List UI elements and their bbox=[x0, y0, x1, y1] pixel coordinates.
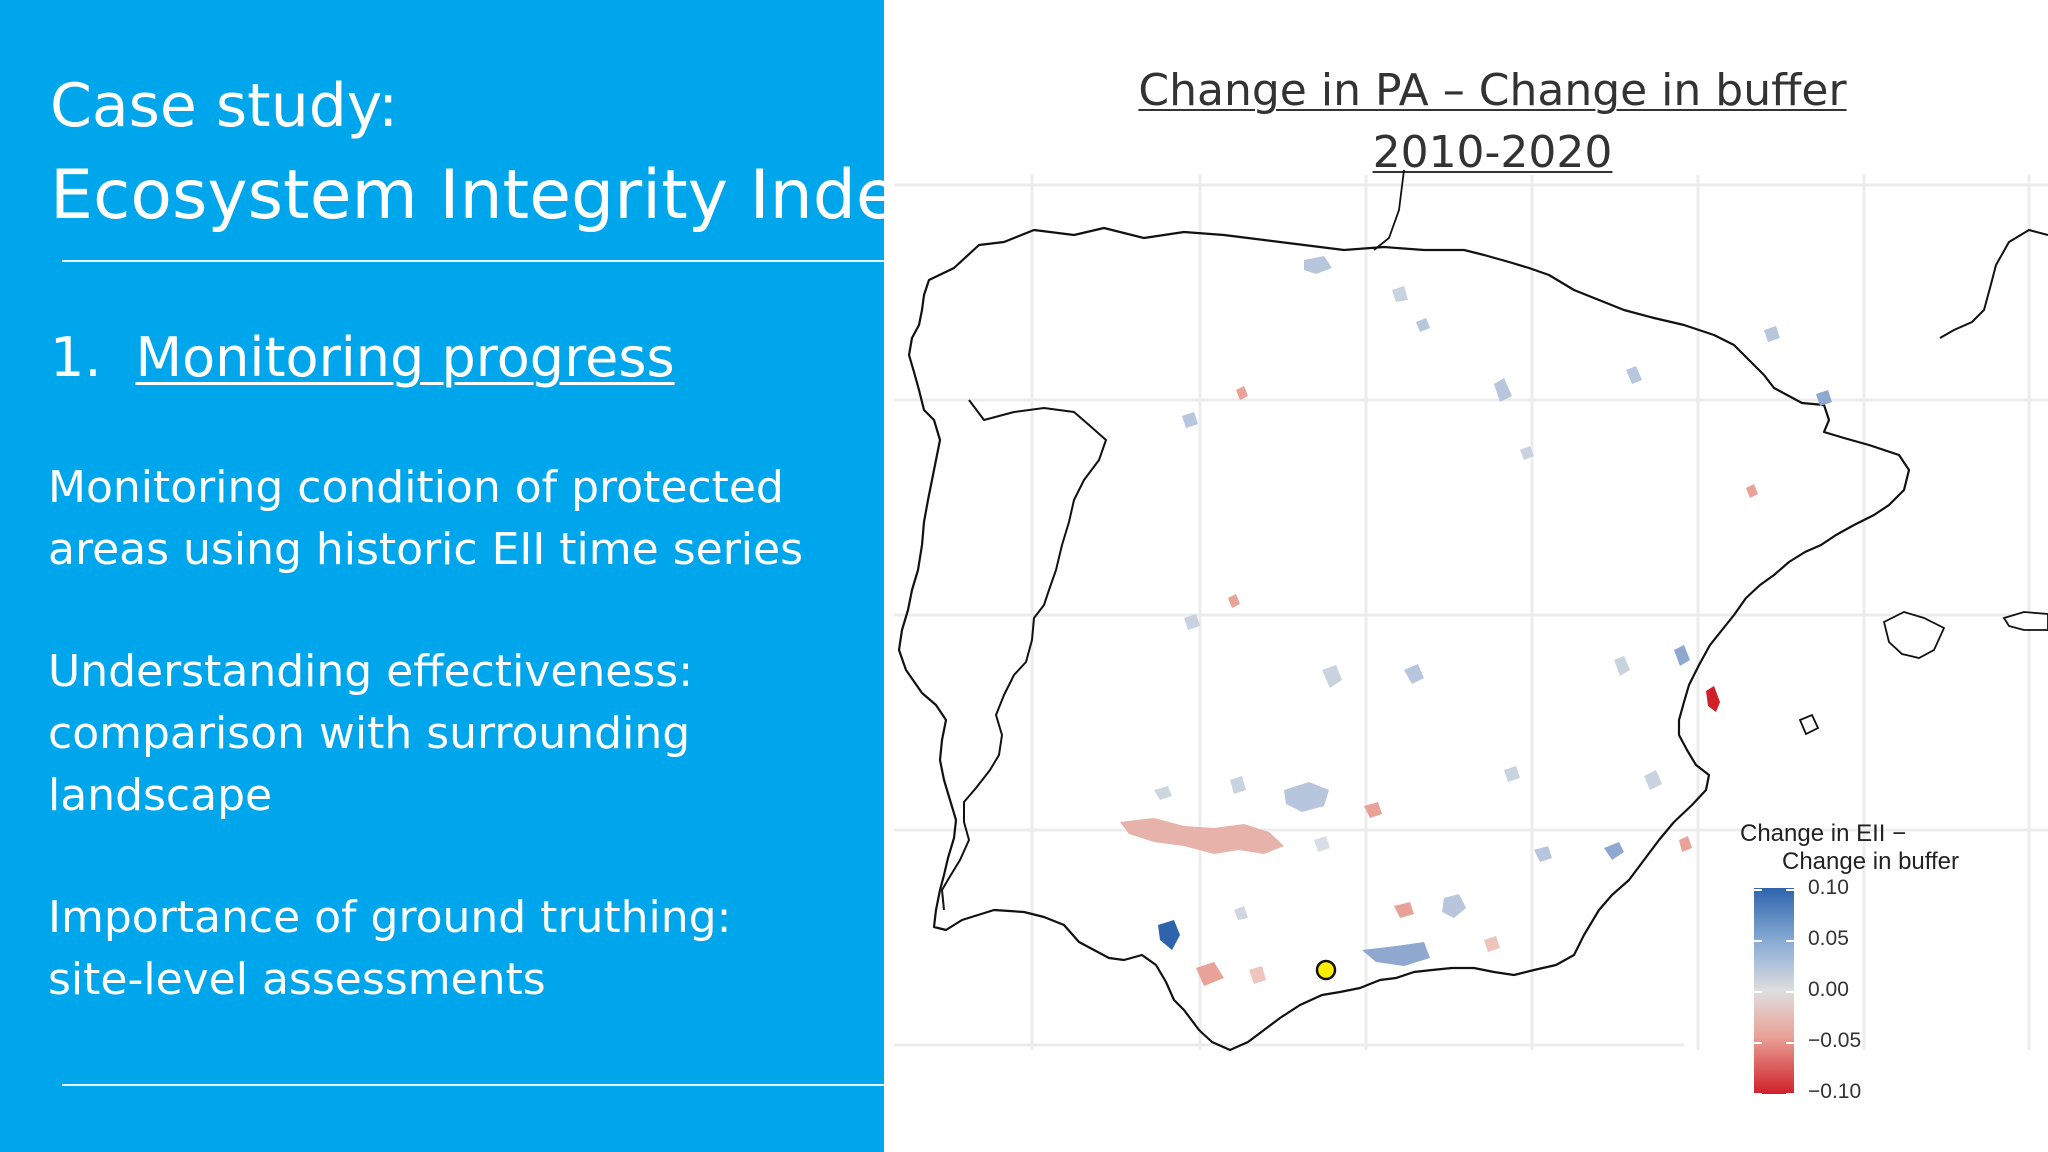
highlight-marker bbox=[1315, 959, 1337, 981]
legend-tick-label: 0.00 bbox=[1808, 978, 1849, 1001]
portugal-border bbox=[941, 399, 1107, 911]
legend-title-line1: Change in EII − bbox=[1740, 820, 1907, 847]
balearic-islands-east bbox=[2002, 611, 2048, 631]
legend-tick-mark bbox=[1786, 1042, 1794, 1044]
legend-tick-label: 0.10 bbox=[1808, 876, 1849, 899]
title-divider bbox=[62, 260, 884, 262]
legend-tick-mark bbox=[1786, 991, 1794, 993]
legend-tick-label: 0.05 bbox=[1808, 927, 1849, 950]
legend-tick-label: −0.10 bbox=[1808, 1080, 1862, 1103]
legend-title-line2: Change in buffer bbox=[1782, 848, 1960, 875]
balearic-islands-small bbox=[1798, 713, 1820, 736]
coastline-outline bbox=[897, 226, 1911, 1052]
map-gridlines bbox=[894, 175, 2048, 1050]
slide-title-line2: Ecosystem Integrity Index bbox=[50, 156, 937, 235]
left-panel: Case study: Ecosystem Integrity Index 1.… bbox=[0, 0, 937, 1152]
slide-title-line1: Case study: bbox=[50, 71, 399, 141]
legend-tick-label: −0.05 bbox=[1808, 1029, 1862, 1052]
legend-tick-mark bbox=[1786, 940, 1794, 942]
right-panel bbox=[884, 0, 2048, 1152]
paragraph-monitoring: Monitoring condition of protected areas … bbox=[48, 462, 804, 575]
map-title-line1: Change in PA – Change in buffer bbox=[1138, 65, 1847, 116]
france-coast bbox=[1939, 228, 2048, 339]
legend-tick-mark bbox=[1754, 1093, 1762, 1095]
paragraph-effectiveness: Understanding effectiveness: comparison … bbox=[48, 646, 694, 821]
legend-tick-mark bbox=[1754, 1042, 1762, 1044]
legend-tick-mark bbox=[1754, 889, 1762, 891]
legend-title: Change in EII − Change in buffer bbox=[1740, 820, 1959, 876]
legend-tick-mark bbox=[1786, 889, 1794, 891]
legend-tick-mark bbox=[1754, 991, 1762, 993]
legend-tick-mark bbox=[1786, 1093, 1794, 1095]
map-title-line2: 2010-2020 bbox=[1372, 127, 1613, 178]
section-heading: 1. Monitoring progress bbox=[50, 325, 675, 391]
legend-tick-mark bbox=[1754, 940, 1762, 942]
footer-divider bbox=[62, 1084, 884, 1086]
iberia-map bbox=[894, 169, 2048, 1052]
balearic-islands bbox=[1882, 611, 1946, 659]
river-line bbox=[1373, 169, 1405, 251]
map-title: Change in PA – Change in buffer 2010-202… bbox=[1075, 60, 1910, 184]
section-number: 1. bbox=[50, 326, 102, 389]
protected-areas bbox=[1120, 256, 1832, 986]
paragraph-ground-truthing: Importance of ground truthing: site-leve… bbox=[48, 892, 732, 1005]
section-title-link[interactable]: Monitoring progress bbox=[135, 326, 675, 389]
